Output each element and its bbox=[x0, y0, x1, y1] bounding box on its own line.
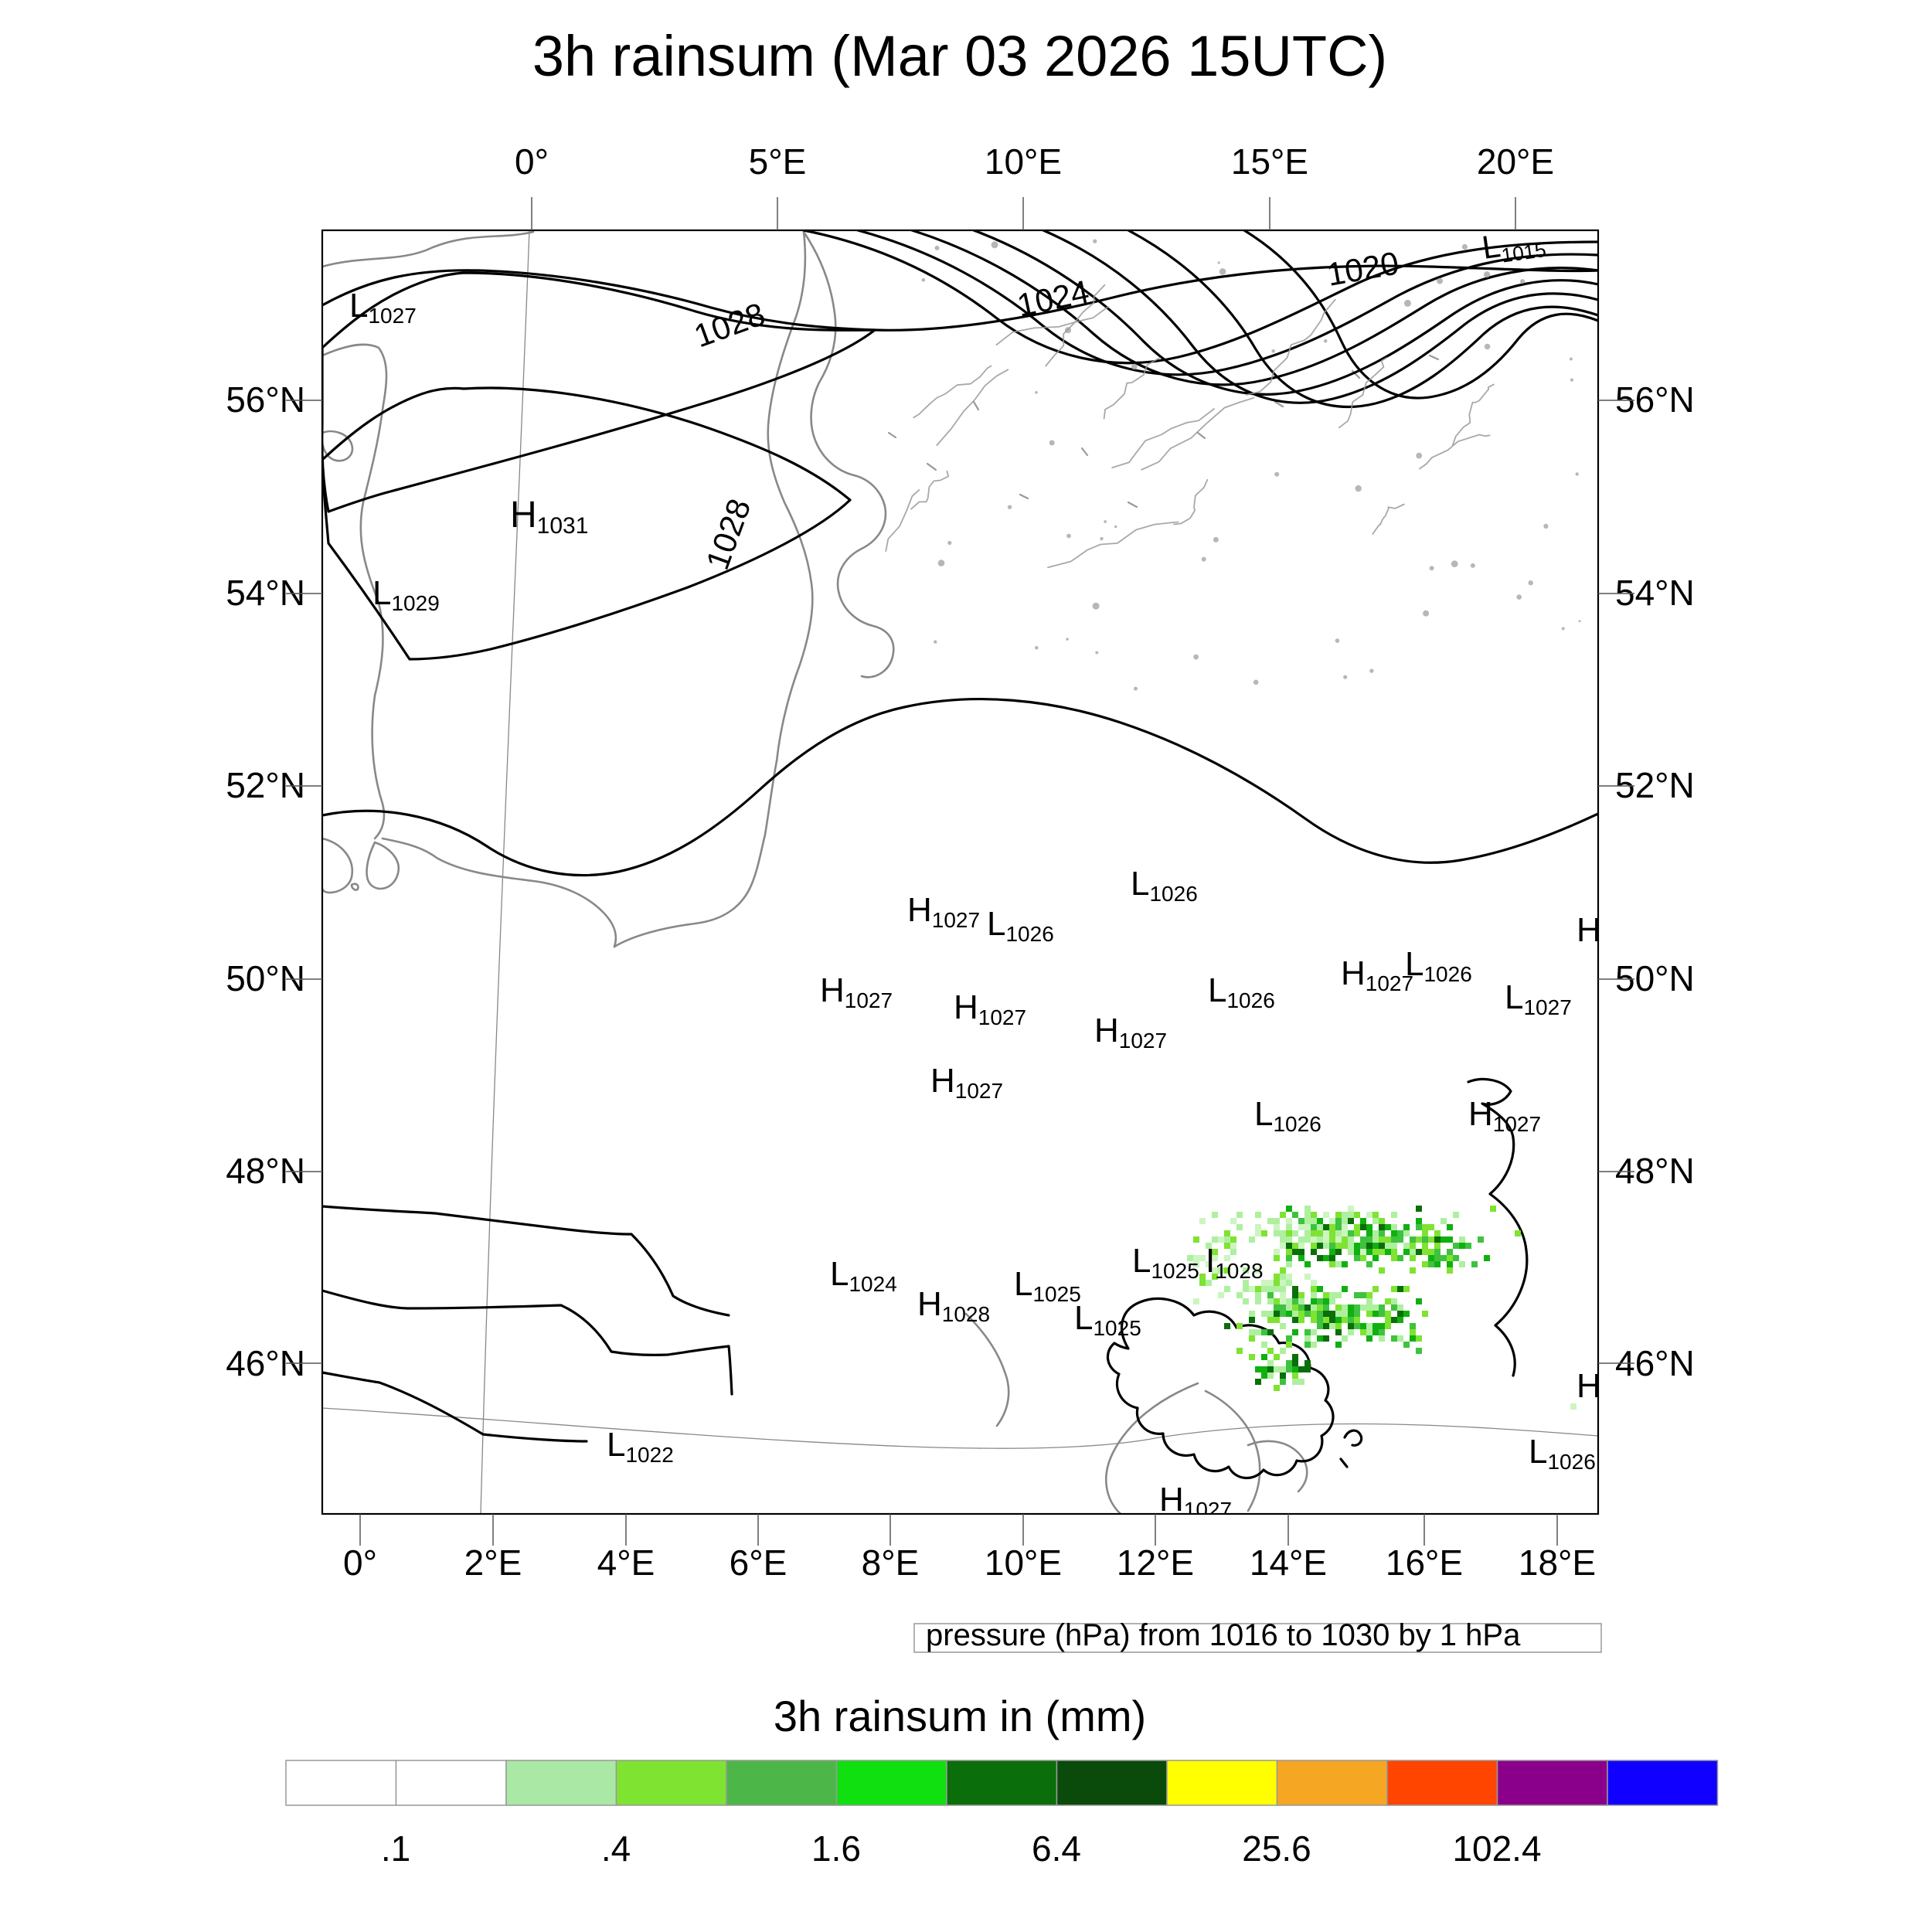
svg-text:1020: 1020 bbox=[1324, 244, 1401, 293]
svg-text:102.4: 102.4 bbox=[1452, 1828, 1541, 1869]
svg-text:52°N: 52°N bbox=[226, 765, 305, 805]
svg-text:L1026: L1026 bbox=[1529, 1433, 1596, 1474]
svg-text:56°N: 56°N bbox=[226, 379, 305, 420]
svg-text:14°E: 14°E bbox=[1250, 1543, 1327, 1583]
svg-text:56°N: 56°N bbox=[1615, 379, 1695, 420]
svg-text:L1025: L1025 bbox=[1132, 1242, 1199, 1283]
svg-text:50°N: 50°N bbox=[226, 958, 305, 998]
svg-text:L1027: L1027 bbox=[1505, 978, 1572, 1019]
svg-text:L1025: L1025 bbox=[1074, 1299, 1141, 1340]
svg-text:0°: 0° bbox=[515, 141, 549, 182]
svg-text:.4: .4 bbox=[601, 1828, 631, 1869]
svg-text:H1027: H1027 bbox=[820, 971, 893, 1012]
svg-text:.1: .1 bbox=[381, 1828, 410, 1869]
svg-text:L1025: L1025 bbox=[1014, 1265, 1081, 1306]
svg-text:6°E: 6°E bbox=[730, 1543, 787, 1583]
svg-text:H1027: H1027 bbox=[1159, 1481, 1232, 1522]
svg-text:H1027: H1027 bbox=[907, 891, 980, 932]
svg-text:6.4: 6.4 bbox=[1032, 1828, 1081, 1869]
svg-text:L1015: L1015 bbox=[1480, 221, 1548, 270]
svg-text:52°N: 52°N bbox=[1615, 765, 1695, 805]
svg-text:3h rainsum (Mar 03 2026 15UTC): 3h rainsum (Mar 03 2026 15UTC) bbox=[532, 24, 1387, 88]
svg-text:25.6: 25.6 bbox=[1242, 1828, 1311, 1869]
svg-text:pressure (hPa) from 1016 to 10: pressure (hPa) from 1016 to 1030 by 1 hP… bbox=[926, 1618, 1521, 1652]
svg-text:15°E: 15°E bbox=[1231, 141, 1308, 182]
svg-text:3h rainsum in (mm): 3h rainsum in (mm) bbox=[774, 1692, 1146, 1740]
svg-text:20°E: 20°E bbox=[1477, 141, 1554, 182]
svg-text:H1027: H1027 bbox=[930, 1062, 1003, 1103]
svg-text:L1026: L1026 bbox=[1131, 865, 1198, 906]
svg-text:50°N: 50°N bbox=[1615, 958, 1695, 998]
svg-text:L1024: L1024 bbox=[830, 1255, 897, 1296]
svg-text:5°E: 5°E bbox=[749, 141, 807, 182]
svg-text:18°E: 18°E bbox=[1519, 1543, 1596, 1583]
svg-text:L1026: L1026 bbox=[987, 905, 1054, 946]
svg-text:H1031: H1031 bbox=[510, 495, 588, 539]
svg-text:H1027: H1027 bbox=[1094, 1012, 1167, 1053]
svg-text:54°N: 54°N bbox=[1615, 573, 1695, 613]
svg-text:48°N: 48°N bbox=[226, 1151, 305, 1191]
svg-text:1.6: 1.6 bbox=[811, 1828, 861, 1869]
svg-text:8°E: 8°E bbox=[862, 1543, 920, 1583]
svg-text:10°E: 10°E bbox=[985, 1543, 1062, 1583]
svg-text:H1027: H1027 bbox=[1468, 1095, 1541, 1136]
svg-text:L1026: L1026 bbox=[1254, 1095, 1321, 1136]
svg-text:12°E: 12°E bbox=[1117, 1543, 1194, 1583]
svg-text:H1027: H1027 bbox=[1341, 954, 1413, 995]
svg-text:4°E: 4°E bbox=[597, 1543, 655, 1583]
svg-text:0°: 0° bbox=[343, 1543, 377, 1583]
svg-text:48°N: 48°N bbox=[1615, 1151, 1695, 1191]
svg-text:L1029: L1029 bbox=[372, 574, 440, 615]
svg-text:H1028: H1028 bbox=[917, 1285, 990, 1326]
svg-text:54°N: 54°N bbox=[226, 573, 305, 613]
svg-text:L1026: L1026 bbox=[1405, 945, 1472, 986]
svg-text:16°E: 16°E bbox=[1386, 1543, 1463, 1583]
svg-text:L1026: L1026 bbox=[1208, 971, 1275, 1012]
svg-text:2°E: 2°E bbox=[464, 1543, 522, 1583]
svg-text:10°E: 10°E bbox=[985, 141, 1062, 182]
svg-text:H1027: H1027 bbox=[954, 988, 1026, 1029]
svg-text:L1027: L1027 bbox=[349, 287, 417, 328]
